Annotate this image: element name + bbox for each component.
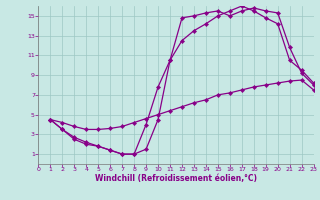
X-axis label: Windchill (Refroidissement éolien,°C): Windchill (Refroidissement éolien,°C) [95,174,257,183]
